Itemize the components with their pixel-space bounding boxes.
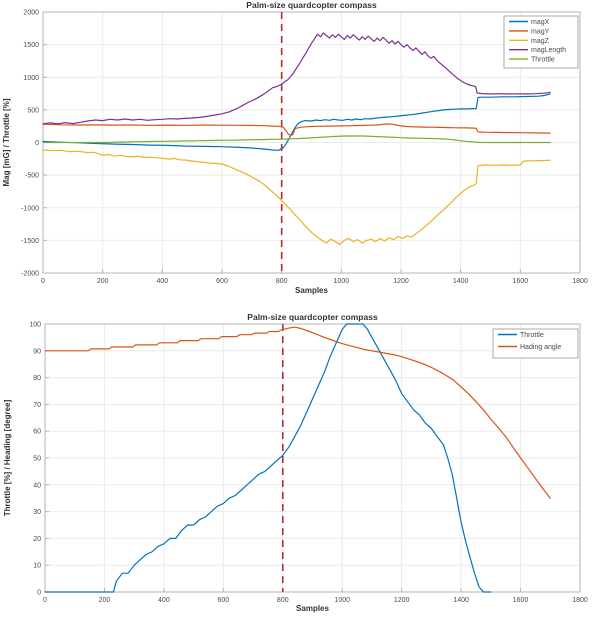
series-maglength xyxy=(42,32,551,125)
y-axis-label: Mag [mG] / Throttle [%] xyxy=(2,98,11,186)
svg-text:0: 0 xyxy=(37,590,41,597)
x-tick-labels: 0 200 400 600 800 1000 1200 1400 1600 1800 xyxy=(43,597,588,604)
svg-text:1600: 1600 xyxy=(513,278,529,285)
svg-text:600: 600 xyxy=(217,597,229,604)
svg-text:800: 800 xyxy=(277,597,289,604)
svg-text:200: 200 xyxy=(99,597,111,604)
svg-text:200: 200 xyxy=(97,278,109,285)
svg-text:10: 10 xyxy=(33,563,41,570)
chart-title: Palm-size quardcopter compass xyxy=(246,0,377,10)
svg-text:30: 30 xyxy=(33,509,41,516)
svg-text:1000: 1000 xyxy=(23,75,39,82)
svg-text:800: 800 xyxy=(276,278,288,285)
svg-text:400: 400 xyxy=(156,278,168,285)
y-tick-labels: 0 10 20 30 40 50 60 70 80 90 100 xyxy=(29,322,41,597)
svg-text:-2000: -2000 xyxy=(21,271,39,278)
svg-text:40: 40 xyxy=(33,482,41,489)
svg-text:1600: 1600 xyxy=(513,597,529,604)
svg-text:0: 0 xyxy=(43,597,47,604)
series-throttle xyxy=(44,323,492,593)
svg-text:60: 60 xyxy=(33,429,41,436)
legend-label-magz: magZ xyxy=(531,38,550,45)
svg-text:1000: 1000 xyxy=(334,597,350,604)
svg-text:1800: 1800 xyxy=(572,278,588,285)
svg-text:500: 500 xyxy=(27,107,39,114)
x-axis-label: Samples xyxy=(295,286,328,295)
svg-text:400: 400 xyxy=(158,597,170,604)
svg-text:1400: 1400 xyxy=(453,278,469,285)
svg-text:20: 20 xyxy=(33,536,41,543)
legend-label-throttle: Throttle xyxy=(531,57,555,64)
svg-text:80: 80 xyxy=(33,375,41,382)
svg-text:50: 50 xyxy=(33,456,41,463)
x-tick-labels: 0 200 400 600 800 1000 1200 1400 1600 1800 xyxy=(41,278,588,285)
svg-text:0: 0 xyxy=(35,140,39,147)
svg-text:-500: -500 xyxy=(25,173,39,180)
svg-text:90: 90 xyxy=(33,348,41,355)
svg-text:1400: 1400 xyxy=(453,597,469,604)
series-throttle xyxy=(42,135,551,144)
legend-label-throttle: Throttle xyxy=(520,332,544,339)
svg-text:-1000: -1000 xyxy=(21,205,39,212)
svg-text:-1500: -1500 xyxy=(21,238,39,245)
legend-label-magy: magY xyxy=(531,28,550,35)
legend: magX magY magZ magLength Throttle xyxy=(503,15,579,69)
legend-label-hading-angle: Hading angle xyxy=(520,344,561,351)
svg-text:1200: 1200 xyxy=(393,278,409,285)
svg-text:1200: 1200 xyxy=(394,597,410,604)
series-hading-angle xyxy=(44,326,551,499)
legend-label-magx: magX xyxy=(531,19,550,26)
series-magz xyxy=(42,149,551,245)
series-magy xyxy=(42,123,551,137)
svg-text:1000: 1000 xyxy=(334,278,350,285)
chart-title: Palm-size quardcopter compass xyxy=(247,312,378,322)
bottom-chart: 0 200 400 600 800 1000 1200 1400 1600 1800 0 10 20 30… xyxy=(3,312,588,613)
legend: Throttle Hading angle xyxy=(492,328,579,359)
top-chart: 0 200 400 600 800 1000 1200 1400 1600 1800 -2000 -1… xyxy=(2,0,588,295)
x-axis-label: Samples xyxy=(296,604,329,613)
legend-label-maglength: magLength xyxy=(531,47,566,54)
svg-text:2000: 2000 xyxy=(23,10,39,17)
svg-text:70: 70 xyxy=(33,402,41,409)
y-axis-label: Throttle [%] / Heading [degree] xyxy=(3,399,12,516)
svg-text:600: 600 xyxy=(216,278,228,285)
svg-text:0: 0 xyxy=(41,278,45,285)
svg-text:1500: 1500 xyxy=(23,42,39,49)
svg-text:1800: 1800 xyxy=(572,597,588,604)
series-magx xyxy=(42,93,551,151)
svg-text:100: 100 xyxy=(29,322,41,329)
y-tick-labels: -2000 -1500 -1000 -500 0 500 1000 1500 2000 xyxy=(21,10,39,278)
